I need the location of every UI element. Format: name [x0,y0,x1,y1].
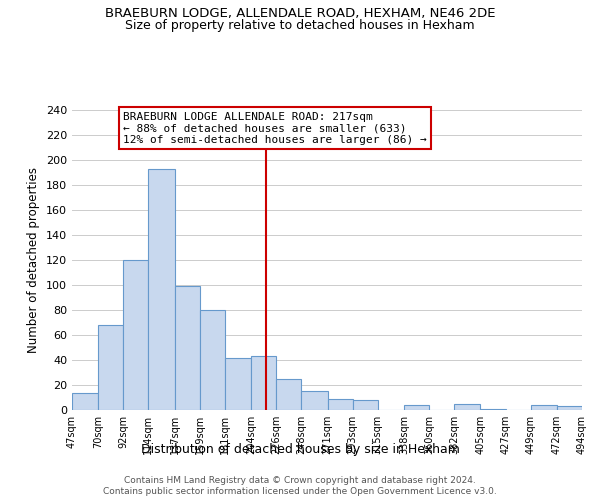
Bar [148,169,175,410]
Bar [328,399,353,410]
Text: Size of property relative to detached houses in Hexham: Size of property relative to detached ho… [125,18,475,32]
Bar [404,405,429,410]
Bar [200,310,225,410]
Bar [301,391,328,410]
Bar [72,392,98,410]
Text: BRAEBURN LODGE ALLENDALE ROAD: 217sqm
← 88% of detached houses are smaller (633): BRAEBURN LODGE ALLENDALE ROAD: 217sqm ← … [123,112,427,144]
Bar [251,356,276,410]
Bar [124,260,148,410]
Bar [98,325,124,410]
Bar [530,405,557,410]
Bar [175,286,200,410]
Bar [225,358,251,410]
Bar [353,400,378,410]
Bar [454,404,481,410]
Bar [557,406,582,410]
Text: BRAEBURN LODGE, ALLENDALE ROAD, HEXHAM, NE46 2DE: BRAEBURN LODGE, ALLENDALE ROAD, HEXHAM, … [105,8,495,20]
Text: Contains HM Land Registry data © Crown copyright and database right 2024.: Contains HM Land Registry data © Crown c… [124,476,476,485]
Bar [481,409,506,410]
Text: Contains public sector information licensed under the Open Government Licence v3: Contains public sector information licen… [103,488,497,496]
Text: Distribution of detached houses by size in Hexham: Distribution of detached houses by size … [140,442,460,456]
Y-axis label: Number of detached properties: Number of detached properties [28,167,40,353]
Bar [276,379,301,410]
